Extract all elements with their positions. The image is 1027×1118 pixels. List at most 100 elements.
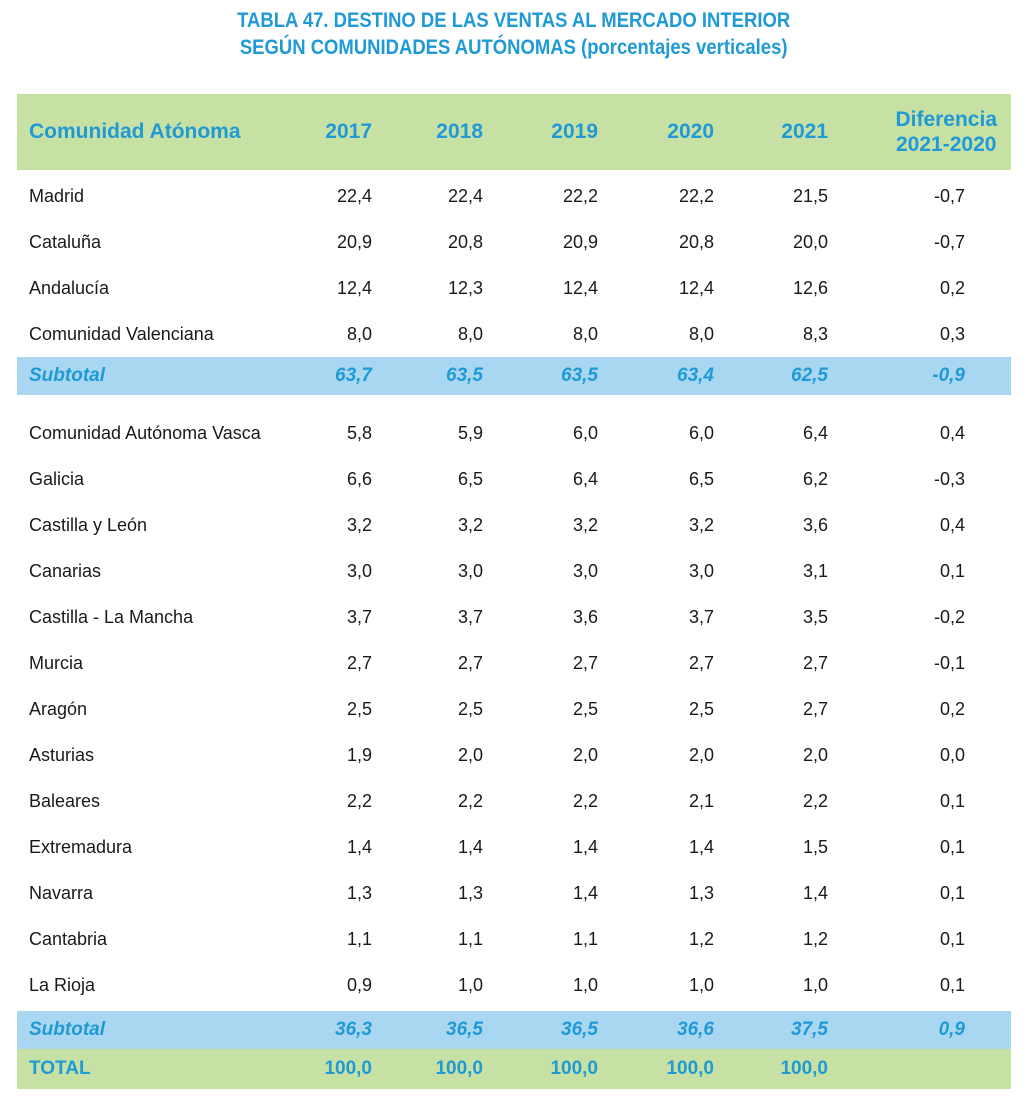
value-2021: 37,5 [791,1019,828,1040]
value-difference: -0,7 [933,231,965,252]
value-2019: 2,0 [572,744,598,765]
value-2019: 63,5 [561,365,598,386]
value-2020: 3,7 [688,606,714,627]
value-difference: 0,2 [939,277,965,298]
value-2020: 6,0 [688,422,714,443]
value-2021: 3,1 [802,560,828,581]
value-2021: 1,4 [802,882,828,903]
value-2020: 3,2 [688,514,714,535]
value-2018: 2,2 [457,790,483,811]
value-2020: 8,0 [688,323,714,344]
table-row: Castilla - La Mancha 3,7 3,7 3,6 3,7 3,5 -0,2 [17,594,1011,640]
table-row: Asturias 1,9 2,0 2,0 2,0 2,0 0,0 [17,732,1011,778]
value-difference: 0,2 [939,698,965,719]
header-difference: Diferencia 2021-2020 [895,94,997,170]
value-2018: 2,0 [457,744,483,765]
value-2017: 100,0 [324,1058,372,1079]
value-difference: -0,1 [933,652,965,673]
value-difference: 0,1 [939,836,965,857]
value-difference: 0,9 [938,1019,965,1040]
value-2020: 100,0 [666,1058,714,1079]
value-2017: 36,3 [335,1019,372,1040]
value-2018: 22,4 [447,185,483,206]
value-2018: 2,7 [457,652,483,673]
value-2019: 6,4 [572,468,598,489]
value-difference: 0,1 [939,560,965,581]
value-2019: 1,4 [572,882,598,903]
value-2018: 100,0 [435,1058,483,1079]
table-row: Baleares 2,2 2,2 2,2 2,1 2,2 0,1 [17,778,1011,824]
subtotal-row: Subtotal 36,3 36,5 36,5 36,6 37,5 0,9 [17,1011,1011,1049]
table-row: Navarra 1,3 1,3 1,4 1,3 1,4 0,1 [17,870,1011,916]
group-1: Madrid 22,4 22,4 22,2 22,2 21,5 -0,7 Cataluña 20… [17,173,1011,357]
table-header: Comunidad Atónoma 2017 2018 2019 2020 20… [17,94,1011,170]
table-row: Castilla y León 3,2 3,2 3,2 3,2 3,6 0,4 [17,502,1011,548]
value-2021: 1,5 [802,836,828,857]
header-region: Comunidad Atónoma [29,120,241,143]
value-2018: 63,5 [446,365,483,386]
header-year-2021: 2021 [781,120,828,143]
value-2019: 6,0 [572,422,598,443]
value-2020: 3,0 [688,560,714,581]
value-difference: 0,3 [939,323,965,344]
value-2018: 1,3 [457,882,483,903]
value-2021: 3,6 [802,514,828,535]
table-row: Comunidad Valenciana 8,0 8,0 8,0 8,0 8,3 0,3 [17,311,1011,357]
value-2019: 1,0 [572,974,598,995]
region-name: Madrid [29,185,85,206]
value-2021: 12,6 [792,277,828,298]
value-2020: 6,5 [688,468,714,489]
value-2020: 22,2 [678,185,714,206]
value-difference: 0,1 [939,974,965,995]
value-2019: 20,9 [562,231,598,252]
value-2017: 6,6 [346,468,372,489]
value-2021: 100,0 [780,1058,828,1079]
subtotal-1: Subtotal 63,7 63,5 63,5 63,4 62,5 -0,9 [17,357,1011,395]
value-2019: 3,2 [572,514,598,535]
total-row: TOTAL 100,0 100,0 100,0 100,0 100,0 [17,1049,1011,1089]
value-2019: 2,7 [572,652,598,673]
region-name: Subtotal [29,365,105,386]
value-2020: 36,6 [677,1019,714,1040]
value-2020: 1,3 [688,882,714,903]
table-row: Aragón 2,5 2,5 2,5 2,5 2,7 0,2 [17,686,1011,732]
value-difference: 0,1 [939,790,965,811]
value-2021: 1,0 [802,974,828,995]
region-name: Cantabria [29,928,108,949]
value-2019: 100,0 [550,1058,598,1079]
value-2019: 3,0 [572,560,598,581]
value-2021: 2,2 [802,790,828,811]
value-2018: 3,2 [457,514,483,535]
value-difference: -0,7 [933,185,965,206]
value-2020: 1,0 [688,974,714,995]
value-2018: 1,4 [457,836,483,857]
value-2018: 36,5 [446,1019,483,1040]
value-2018: 12,3 [447,277,483,298]
value-2017: 1,1 [346,928,372,949]
header-year-2017: 2017 [325,120,372,143]
value-2018: 20,8 [447,231,483,252]
table-row: Murcia 2,7 2,7 2,7 2,7 2,7 -0,1 [17,640,1011,686]
value-2021: 6,4 [802,422,828,443]
value-2017: 12,4 [336,277,372,298]
value-2019: 2,5 [572,698,598,719]
value-2019: 36,5 [561,1019,598,1040]
value-difference: 0,4 [939,422,965,443]
title-line-2: SEGÚN COMUNIDADES AUTÓNOMAS (porcentajes… [239,36,788,59]
region-name: Comunidad Autónoma Vasca [29,422,261,443]
value-2018: 5,9 [457,422,483,443]
value-2021: 1,2 [802,928,828,949]
value-2020: 20,8 [678,231,714,252]
region-name: Navarra [29,882,94,903]
region-name: Canarias [29,560,102,581]
region-name: Andalucía [29,277,110,298]
value-2017: 2,7 [346,652,372,673]
value-2019: 1,4 [572,836,598,857]
header-year-2019: 2019 [551,120,598,143]
value-2019: 8,0 [572,323,598,344]
value-2017: 3,0 [346,560,372,581]
value-2020: 2,5 [688,698,714,719]
region-name: Comunidad Valenciana [29,323,214,344]
value-2021: 21,5 [792,185,828,206]
value-2017: 63,7 [335,365,372,386]
